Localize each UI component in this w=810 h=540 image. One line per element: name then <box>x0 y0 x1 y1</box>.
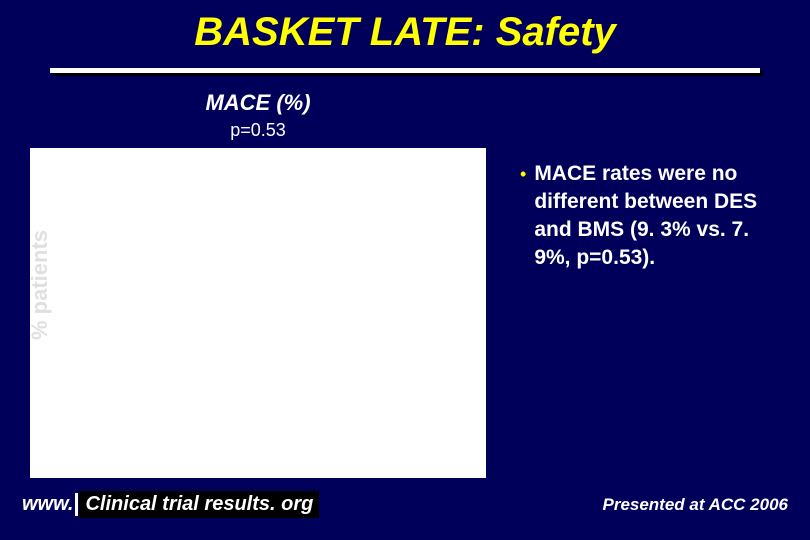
footer-left-box: Clinical trial results. org <box>79 491 319 518</box>
y-axis-label: % patients <box>25 210 55 360</box>
title-underline <box>50 68 760 73</box>
slide-title: BASKET LATE: Safety <box>0 0 810 55</box>
bullet-marker-icon: • <box>520 160 526 188</box>
footer-left: www. Clinical trial results. org <box>22 491 319 518</box>
chart-panel <box>30 148 486 478</box>
footer-right: Presented at ACC 2006 <box>602 495 788 515</box>
bullet-item: • MACE rates were no different between D… <box>520 160 790 272</box>
chart-title: MACE (%) <box>30 90 486 116</box>
chart-subtitle: p=0.53 <box>30 120 486 141</box>
bullet-list: • MACE rates were no different between D… <box>520 160 790 272</box>
slide: BASKET LATE: Safety MACE (%) p=0.53 % pa… <box>0 0 810 540</box>
footer-left-prefix: www. <box>22 493 73 516</box>
bullet-text: MACE rates were no different between DES… <box>534 160 790 272</box>
